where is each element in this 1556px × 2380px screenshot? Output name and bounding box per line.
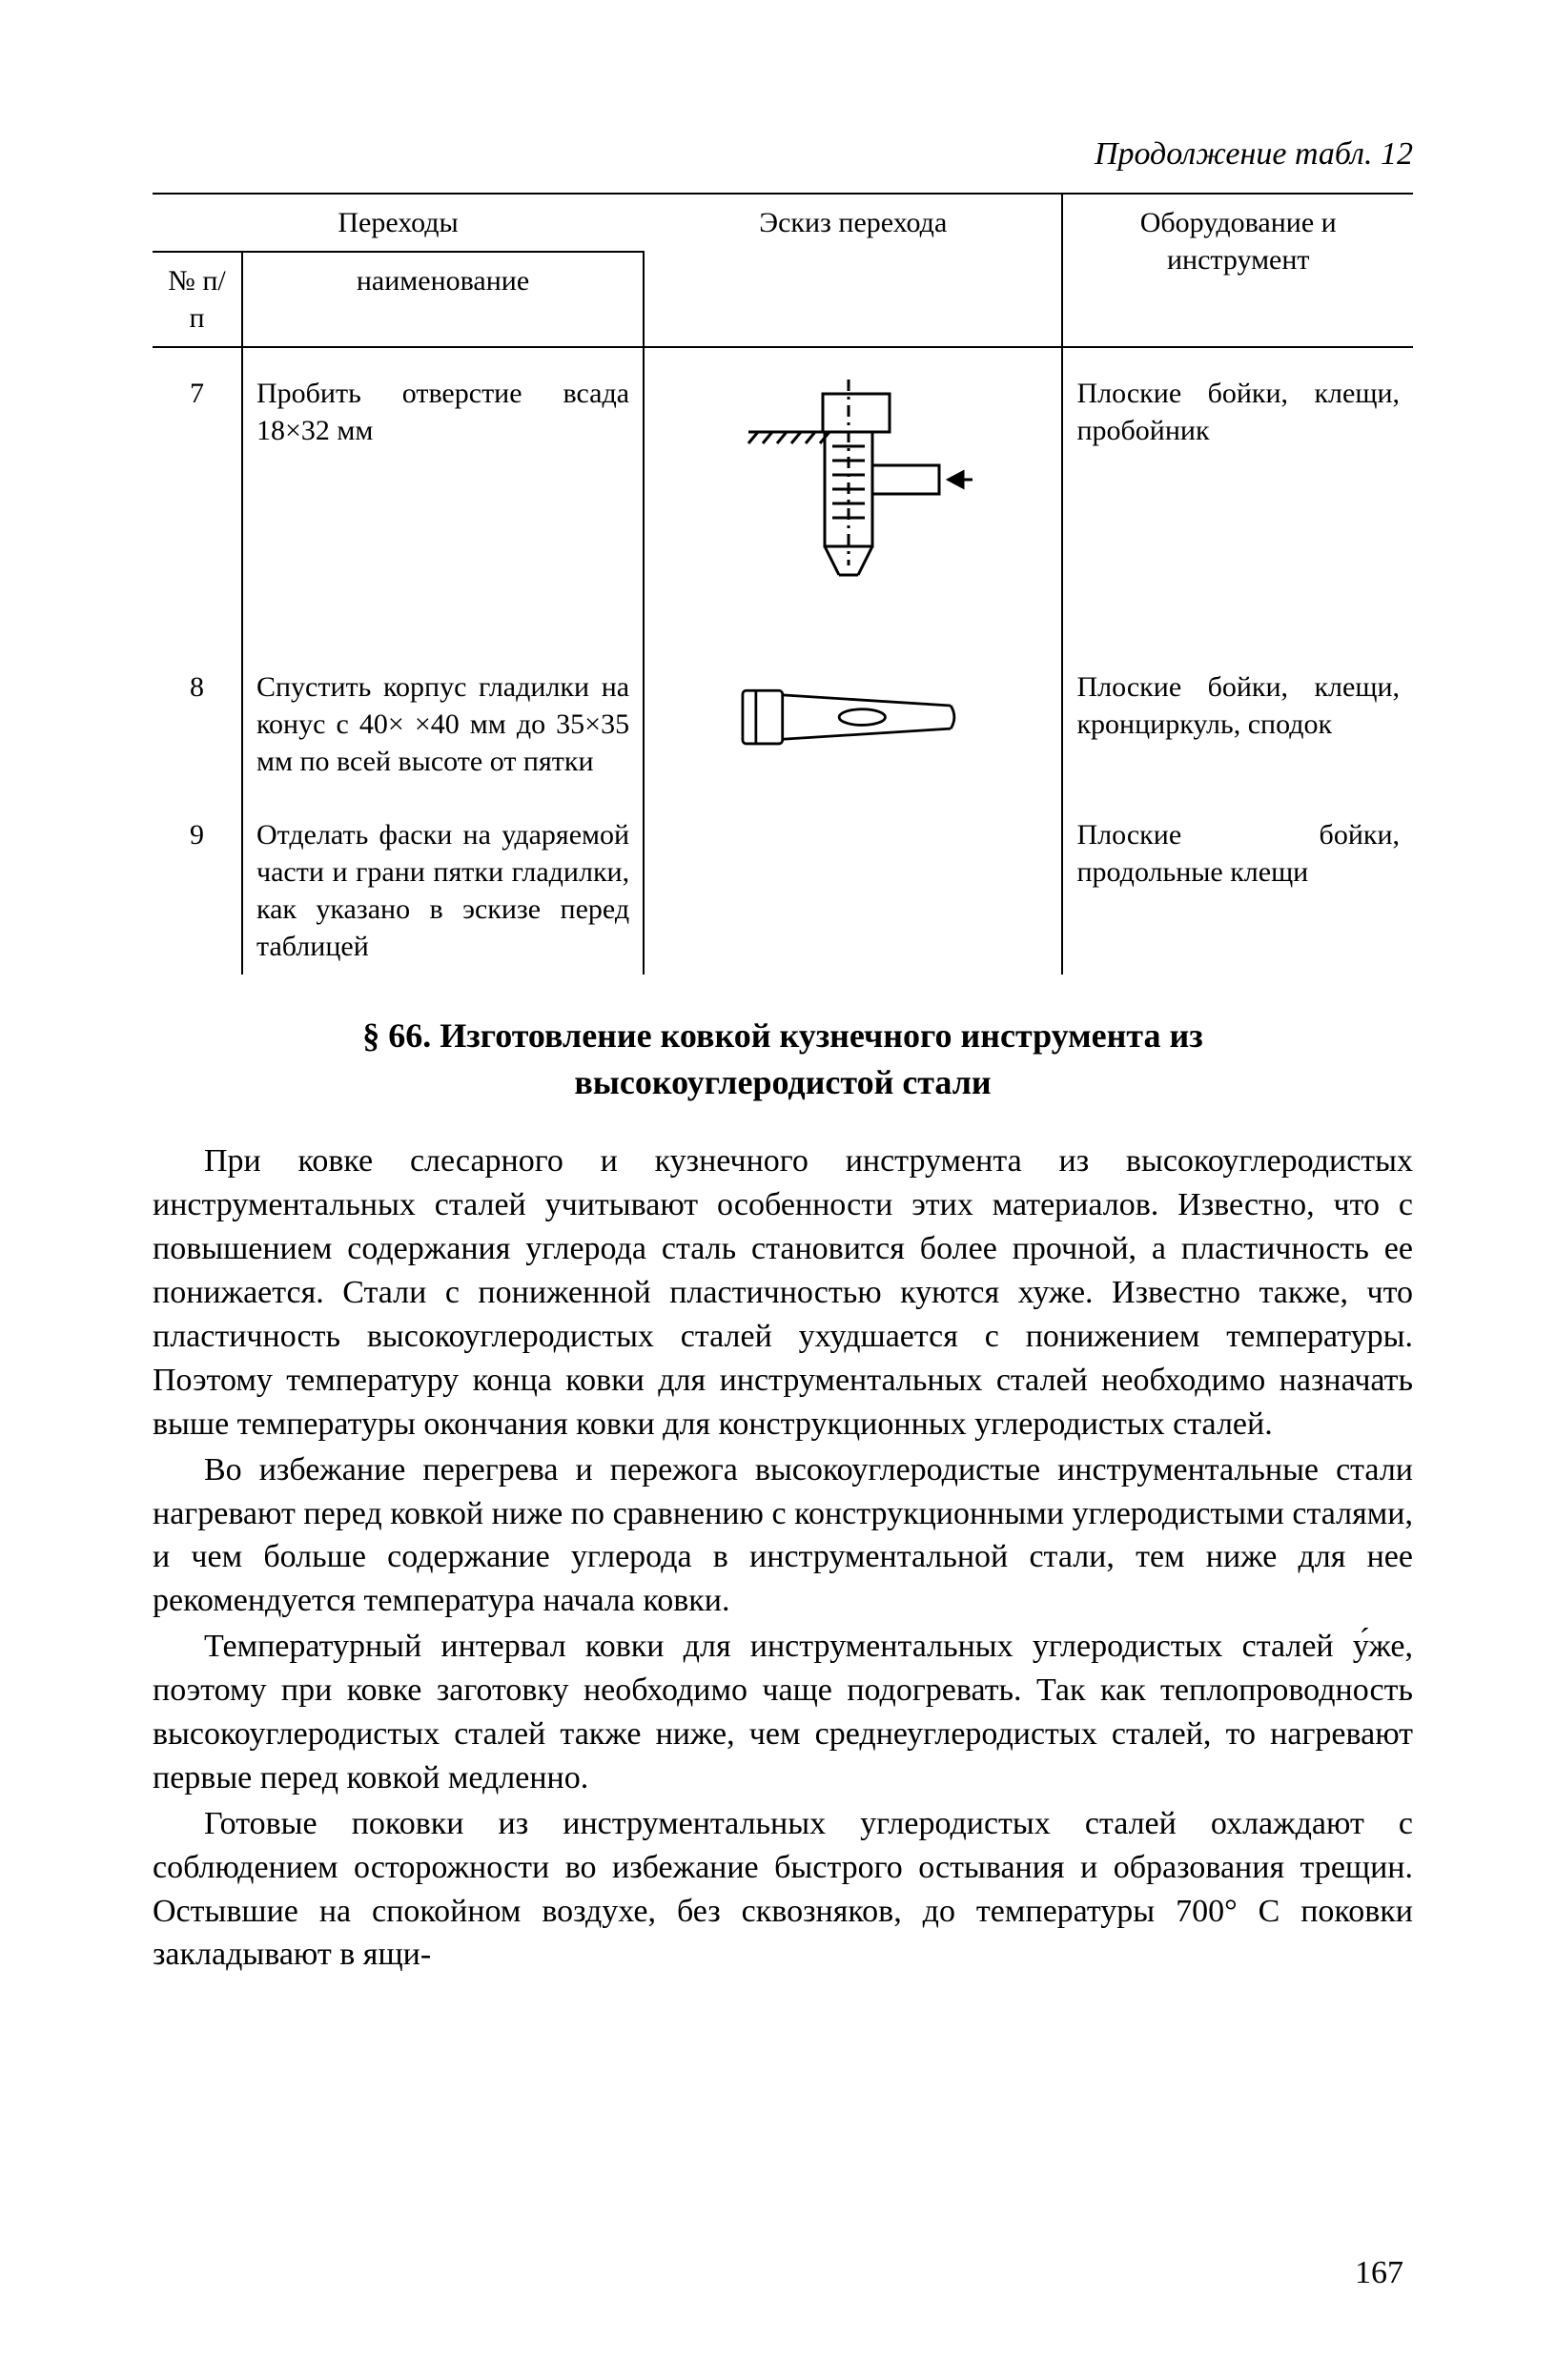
cell-name: Спустить корпус гладилки на конус с 40× …: [242, 642, 644, 790]
page: Продолжение табл. 12 Переходы Эскиз пере…: [0, 0, 1556, 2380]
th-name: наименование: [242, 252, 644, 347]
cell-sketch: [644, 347, 1062, 642]
th-sketch: Эскиз перехода: [644, 194, 1062, 347]
paragraph: При ковке слесарного и кузнечного инстру…: [153, 1139, 1413, 1446]
table-row: 7 Пробить отверстие всада 18×32 мм: [153, 347, 1413, 642]
th-group: Переходы: [153, 194, 644, 252]
th-num: № п/п: [153, 252, 242, 347]
cell-name: Пробить отверстие всада 18×32 мм: [242, 347, 644, 642]
tool-sketch-icon: [729, 668, 977, 766]
table-row: 8 Спустить корпус гладилки на конус с 40…: [153, 642, 1413, 790]
paragraph: Готовые поковки из инструментальных угле…: [153, 1802, 1413, 1978]
cell-num: 8: [153, 642, 242, 790]
punch-sketch-icon: [729, 375, 977, 623]
cell-name: Отделать фаски на ударяемой части и гран…: [242, 790, 644, 975]
table-row: 9 Отделать фаски на ударяемой части и гр…: [153, 790, 1413, 975]
paragraph: Во избежание перегрева и пережога высоко…: [153, 1448, 1413, 1624]
cell-equip: Плоские бойки, продольные клещи: [1062, 790, 1413, 975]
page-number: 167: [1355, 2252, 1403, 2294]
cell-num: 7: [153, 347, 242, 642]
cell-sketch: [644, 790, 1062, 975]
paragraph: Температурный интервал ковки для инструм…: [153, 1625, 1413, 1800]
cell-num: 9: [153, 790, 242, 975]
th-equip: Оборудование и инструмент: [1062, 194, 1413, 347]
cell-equip: Плоские бойки, клещи, пробойник: [1062, 347, 1413, 642]
cell-sketch: [644, 642, 1062, 790]
table-continuation: Продолжение табл. 12: [153, 133, 1413, 175]
steps-table: Переходы Эскиз перехода Оборудование и и…: [153, 193, 1413, 975]
cell-equip: Плоские бойки, клещи, кронциркуль, сподо…: [1062, 642, 1413, 790]
section-title: § 66. Изготовление ковкой кузнечного инс…: [229, 1013, 1337, 1105]
